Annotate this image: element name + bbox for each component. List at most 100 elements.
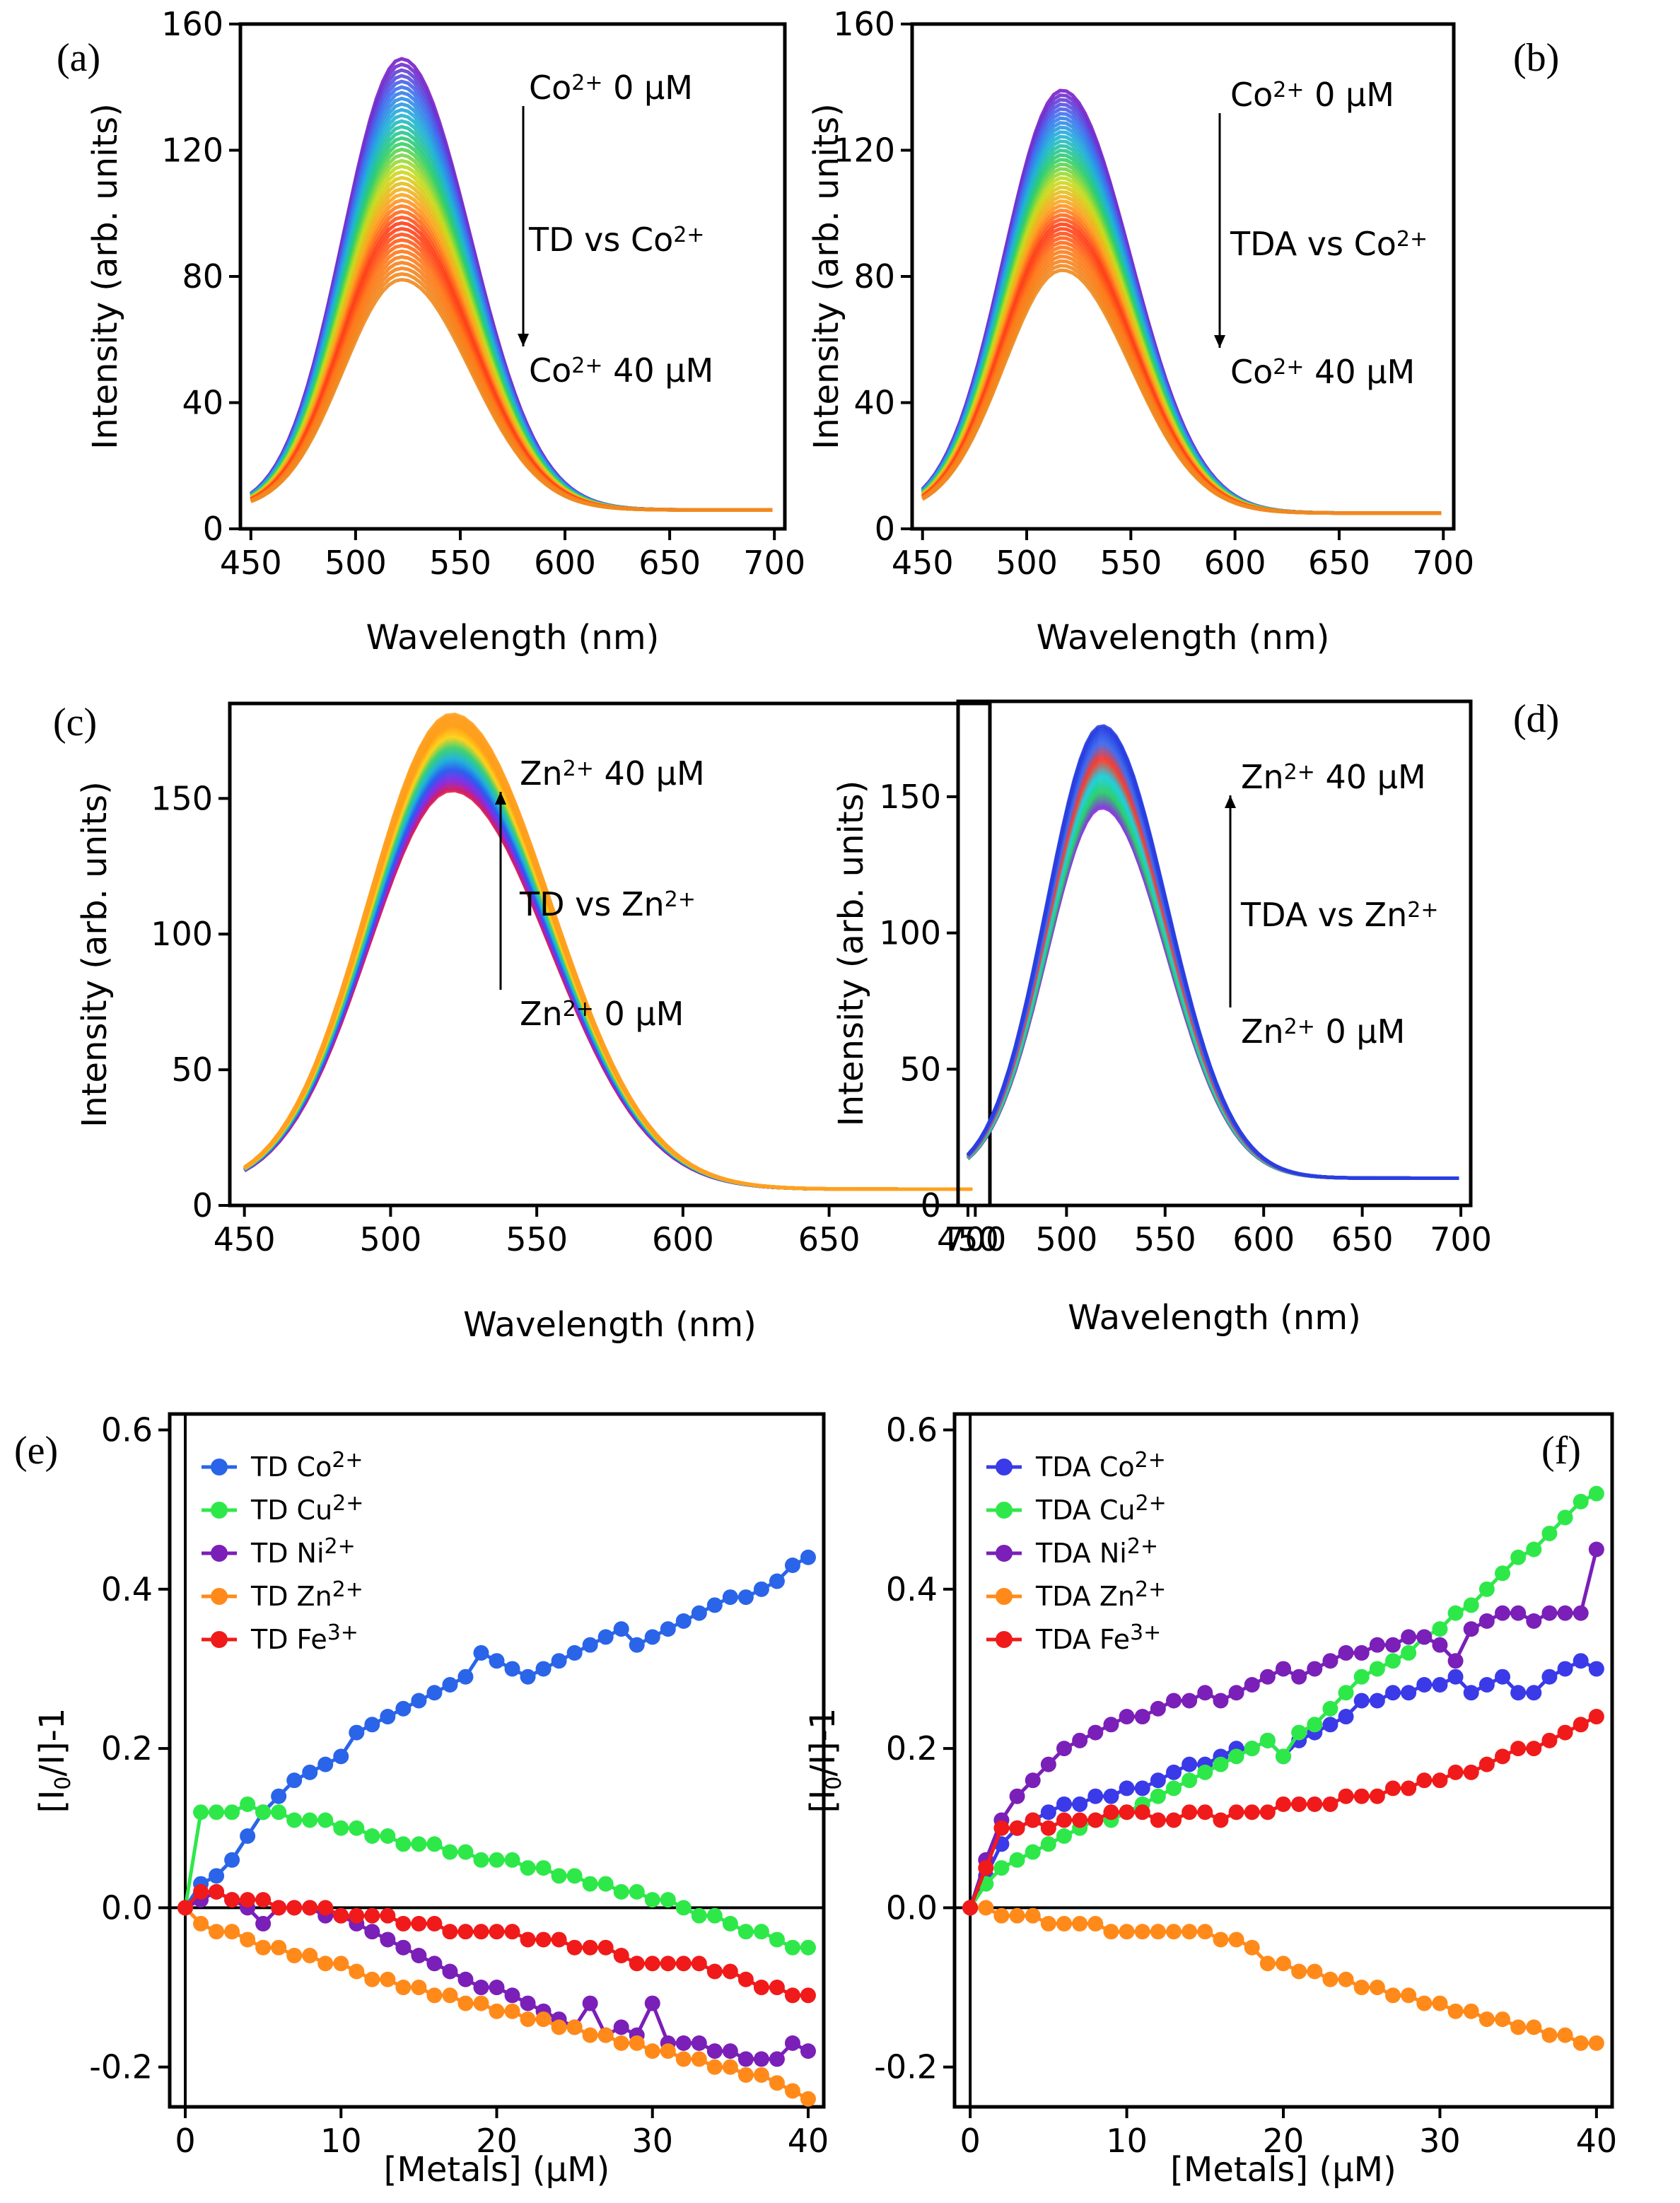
data-point [1009, 1788, 1025, 1804]
data-point [1447, 1605, 1464, 1621]
data-point [1369, 1788, 1385, 1804]
spectrum-curve [967, 789, 1459, 1180]
data-point [193, 1915, 209, 1932]
data-point [442, 1844, 458, 1860]
data-point [1166, 1764, 1182, 1780]
data-point [535, 1661, 552, 1677]
data-point [1197, 1924, 1213, 1940]
spectrum-curve [967, 797, 1459, 1180]
data-point [551, 2019, 567, 2035]
x-tick-label: 450 [937, 1220, 999, 1258]
data-point [1401, 1987, 1417, 2004]
data-point [1072, 1915, 1088, 1932]
data-point [1447, 1764, 1464, 1780]
y-tick-label: 50 [171, 1051, 213, 1089]
data-point [1526, 1541, 1542, 1558]
y-tick-label: 150 [879, 778, 941, 816]
legend-marker [996, 1588, 1013, 1605]
data-point [1463, 2003, 1479, 2019]
legend-marker [211, 1631, 228, 1648]
data-point [1353, 1644, 1370, 1661]
data-point [800, 1549, 816, 1565]
data-point [1150, 1788, 1166, 1804]
data-point [1510, 1741, 1527, 1757]
data-point [551, 1932, 567, 1948]
data-point [1307, 1963, 1323, 1980]
data-point [644, 1892, 660, 1908]
data-point [1119, 1804, 1135, 1821]
data-point [1338, 1644, 1354, 1661]
panel-label: (f) [1541, 1429, 1581, 1473]
y-tick-label: 0 [921, 1186, 941, 1225]
data-point [395, 1836, 412, 1852]
y-axis-label: Intensity (arb. units) [75, 781, 115, 1128]
data-point [1401, 1685, 1417, 1701]
data-point [489, 1852, 505, 1868]
data-point [240, 1892, 256, 1908]
data-point [1510, 1685, 1527, 1701]
y-tick-label: 150 [151, 779, 213, 817]
data-point [1134, 1780, 1150, 1796]
data-point [1025, 1844, 1041, 1860]
data-point [1526, 2019, 1542, 2035]
data-point [597, 1876, 614, 1892]
data-point [1369, 1637, 1385, 1653]
x-tick-label: 700 [944, 1220, 1006, 1258]
data-point [504, 1987, 520, 2004]
data-point [1541, 1669, 1558, 1685]
data-point [1369, 1980, 1385, 1996]
data-point [426, 1956, 443, 1972]
data-point [411, 1980, 427, 1996]
data-point [271, 1900, 287, 1916]
data-point [769, 1573, 785, 1589]
data-point [209, 1883, 225, 1900]
data-point [520, 1995, 536, 2011]
data-point [271, 1804, 287, 1821]
data-point [317, 1812, 334, 1828]
data-point [1478, 1756, 1495, 1772]
y-tick-label: 40 [182, 384, 223, 422]
data-point [1478, 1581, 1495, 1597]
data-point [691, 1605, 707, 1621]
y-tick-label: 0.4 [101, 1570, 153, 1608]
data-point [426, 1685, 443, 1701]
data-point [784, 2035, 800, 2051]
data-point [1353, 1693, 1370, 1709]
data-point [1166, 1780, 1182, 1796]
series-tda-co [962, 1653, 1604, 1916]
data-point [566, 1868, 583, 1884]
x-tick-label: 550 [1099, 544, 1162, 582]
data-point [1244, 1804, 1260, 1821]
legend-marker [211, 1459, 228, 1476]
data-point [457, 1844, 474, 1860]
data-point [380, 1709, 396, 1725]
data-point [1119, 1924, 1135, 1940]
data-point [722, 2043, 738, 2059]
data-point [380, 1971, 396, 1987]
data-point [286, 1900, 303, 1916]
annotation-top: Co2+ 0 μM [529, 69, 693, 107]
panel-b: (b) 450 500 550 600 650 700 0 40 80 120 160 Waveleng… [807, 5, 1559, 658]
data-point [691, 1956, 707, 1972]
data-point [722, 1589, 738, 1606]
data-point [302, 1764, 318, 1780]
data-point [675, 1956, 692, 1972]
data-point [364, 1924, 380, 1940]
data-point [489, 1980, 505, 1996]
data-point [1463, 1685, 1479, 1701]
data-point [1495, 1669, 1510, 1685]
data-point [1291, 1669, 1307, 1685]
data-point [1557, 1724, 1573, 1741]
data-point [1322, 1653, 1338, 1669]
data-point [629, 2035, 645, 2051]
arrow-head [495, 792, 506, 805]
data-point [613, 2035, 629, 2051]
data-point [457, 1995, 474, 2011]
legend-marker [996, 1545, 1013, 1562]
data-point [1541, 1605, 1558, 1621]
data-point [1588, 2035, 1604, 2051]
data-point [1025, 1907, 1041, 1924]
spectra-group [250, 57, 773, 512]
x-tick-label: 650 [798, 1220, 861, 1258]
data-point [364, 1828, 380, 1845]
